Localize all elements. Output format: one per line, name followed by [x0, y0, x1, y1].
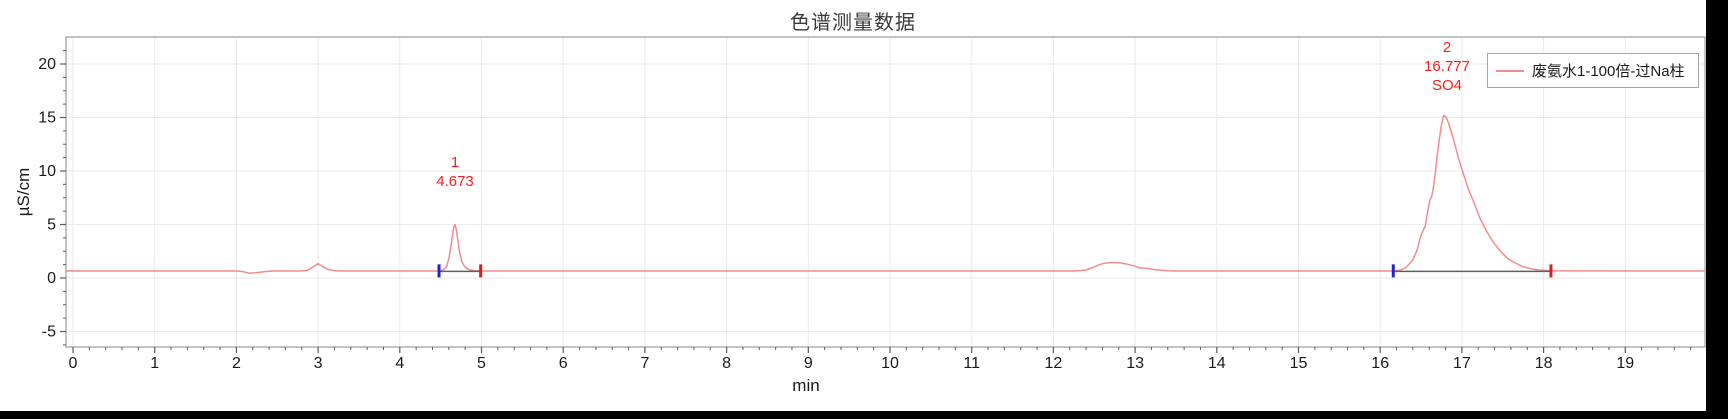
- svg-text:0: 0: [47, 270, 56, 287]
- svg-text:3: 3: [314, 355, 323, 372]
- peak-2-annotation: SO4: [1431, 77, 1463, 94]
- svg-text:-5: -5: [42, 324, 56, 341]
- svg-text:15: 15: [38, 110, 56, 127]
- svg-text:4: 4: [395, 355, 404, 372]
- peak-1-number: 1: [450, 154, 460, 171]
- svg-text:9: 9: [804, 355, 813, 372]
- svg-text:5: 5: [477, 355, 486, 372]
- peak-1-label: 1 4.673: [436, 153, 474, 191]
- svg-text:14: 14: [1208, 355, 1226, 372]
- svg-text:20: 20: [38, 56, 56, 73]
- legend-series-label: 废氨水1-100倍-过Na柱: [1532, 63, 1685, 80]
- svg-text:15: 15: [1290, 355, 1308, 372]
- svg-text:18: 18: [1535, 355, 1553, 372]
- svg-text:16: 16: [1371, 355, 1389, 372]
- legend-line-sample: [1496, 69, 1524, 72]
- peak-1-retention-time: 4.673: [436, 173, 474, 190]
- y-axis-label: µS/cm: [14, 167, 33, 217]
- svg-text:1: 1: [150, 355, 159, 372]
- svg-text:5: 5: [47, 217, 56, 234]
- chart-title: 色谱测量数据: [790, 12, 916, 34]
- svg-text:8: 8: [722, 355, 731, 372]
- peak-2-retention-time: 16.777: [1424, 58, 1470, 75]
- svg-text:19: 19: [1616, 355, 1634, 372]
- legend: 废氨水1-100倍-过Na柱: [1487, 53, 1699, 88]
- svg-text:0: 0: [69, 355, 78, 372]
- svg-text:6: 6: [559, 355, 568, 372]
- window-edge-right: [1706, 0, 1728, 419]
- svg-text:12: 12: [1045, 355, 1063, 372]
- svg-text:17: 17: [1453, 355, 1471, 372]
- x-axis-label: min: [792, 376, 820, 395]
- svg-text:7: 7: [640, 355, 649, 372]
- svg-text:11: 11: [963, 355, 980, 372]
- svg-text:2: 2: [232, 355, 241, 372]
- svg-text:13: 13: [1126, 355, 1144, 372]
- peak-2-number: 2: [1442, 39, 1452, 56]
- window-edge-bottom: [0, 411, 1728, 419]
- svg-text:10: 10: [881, 355, 899, 372]
- peak-2-label: 2 16.777 SO4: [1424, 38, 1470, 95]
- svg-text:10: 10: [38, 163, 56, 180]
